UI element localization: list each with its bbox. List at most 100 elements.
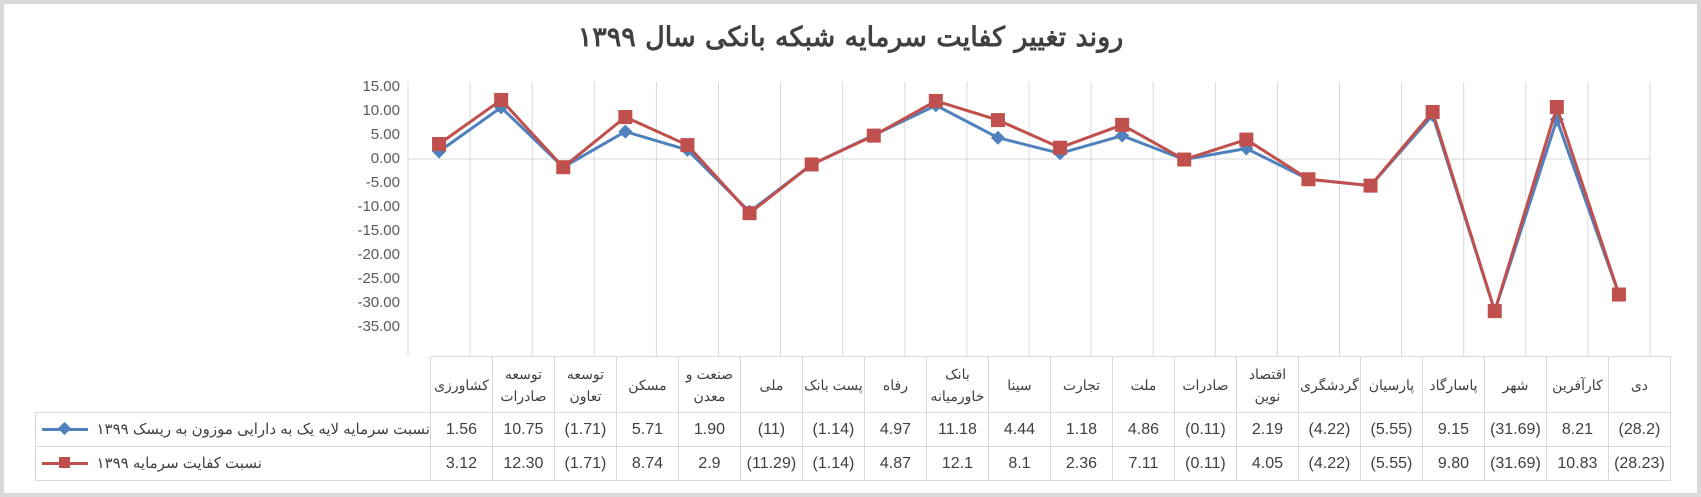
y-tick-label: 5.00 (370, 126, 400, 143)
table-cell: 12.1 (925, 446, 989, 481)
data-point-square (680, 138, 695, 153)
table-cell: (1.71) (553, 446, 617, 481)
table-cell: (1.14) (801, 446, 865, 481)
data-point-square (1487, 304, 1502, 319)
data-point-square (1301, 172, 1316, 187)
legend-label: نسبت سرمایه لایه یک به دارایی موزون به ر… (96, 421, 430, 439)
category-header: گردشگری (1297, 356, 1361, 413)
table-cell: (5.55) (1359, 412, 1423, 447)
data-point-square (990, 113, 1005, 128)
y-tick-label: -20.00 (357, 246, 400, 263)
category-header: اقتصاد نوین (1235, 356, 1299, 413)
table-row-car: نسبت کفایت سرمایه ۱۳۹۹ 3.12 12.30 (1.71) 8.… (35, 446, 1671, 481)
y-tick-label: 10.00 (362, 102, 400, 119)
table-cell: (28.2) (1607, 412, 1671, 447)
table-cell: (4.22) (1297, 446, 1361, 481)
category-label-line: دی (1630, 376, 1649, 393)
category-label-line: مسکن (628, 376, 667, 393)
series-line-1 (438, 103, 1621, 313)
category-label-line: پاسارگاد (1429, 376, 1478, 393)
table-cell: 3.12 (429, 446, 493, 481)
data-point-square (804, 157, 819, 172)
table-cell: 8.74 (615, 446, 679, 481)
table-corner (35, 356, 431, 413)
data-point-diamond (1115, 128, 1130, 143)
category-label-line: کشاورزی (434, 376, 489, 393)
y-tick-label: -10.00 (357, 198, 400, 215)
legend-item-tier1-ratio: نسبت سرمایه لایه یک به دارایی موزون به ر… (35, 412, 431, 447)
data-point-square (1363, 178, 1378, 193)
table-cell: (0.11) (1173, 446, 1237, 481)
category-header: پارسیان (1359, 356, 1423, 413)
y-tick-label: -15.00 (357, 222, 400, 239)
table-cell: (1.71) (553, 412, 617, 447)
category-header: توسعه تعاون (553, 356, 617, 413)
category-label-line: پست بانک (804, 376, 863, 393)
table-cell: 4.05 (1235, 446, 1299, 481)
table-cell: 4.87 (863, 446, 927, 481)
category-header: تجارت (1049, 356, 1113, 413)
table-cell: (1.14) (801, 412, 865, 447)
table-cell: 2.36 (1049, 446, 1113, 481)
data-point-square (742, 206, 757, 221)
category-label-line: پارسیان (1368, 376, 1415, 393)
data-point-square (1549, 100, 1564, 115)
category-label-line: رفاه (882, 376, 908, 393)
table-cell: 11.18 (925, 412, 989, 447)
table-cell: 4.97 (863, 412, 927, 447)
data-point-square (1053, 140, 1068, 155)
category-label-line: خاورمیانه (930, 387, 985, 404)
blue-diamond-line-icon (42, 422, 88, 436)
table-cell: (0.11) (1173, 412, 1237, 447)
category-label-line: گردشگری (1300, 376, 1359, 393)
data-table: کشاورزی توسعه صادرات توسعه تعاون مسکن صنعت و مع… (35, 356, 1671, 481)
category-header: صادرات (1173, 356, 1237, 413)
data-point-square (618, 110, 633, 125)
category-header: کشاورزی (429, 356, 493, 413)
category-label-line: ملت (1130, 376, 1157, 393)
data-point-diamond (618, 124, 633, 139)
data-point-square (1425, 104, 1440, 119)
table-cell: 4.44 (987, 412, 1051, 447)
data-point-square (1611, 287, 1626, 302)
data-point-square (432, 137, 447, 152)
category-label-line: اقتصاد (1248, 365, 1287, 382)
legend-label: نسبت کفایت سرمایه ۱۳۹۹ (96, 455, 262, 473)
category-label-line: تجارت (1062, 376, 1100, 393)
category-header: توسعه صادرات (491, 356, 555, 413)
category-label-line: صادرات (500, 387, 547, 404)
table-cell: 5.71 (615, 412, 679, 447)
table-cell: 1.56 (429, 412, 493, 447)
table-cell: 12.30 (491, 446, 555, 481)
category-header: ملت (1111, 356, 1175, 413)
category-label-line: توسعه (504, 365, 542, 382)
table-cell: 7.11 (1111, 446, 1175, 481)
table-cell: 10.75 (491, 412, 555, 447)
category-label-line: توسعه (566, 365, 604, 382)
category-label-line: صادرات (1182, 376, 1229, 393)
category-label-line: صنعت و (685, 365, 734, 382)
y-tick-label: -5.00 (365, 174, 400, 191)
data-point-square (494, 92, 509, 107)
chart-title: روند تغییر کفایت سرمایه شبکه بانکی سال ۱… (577, 22, 1124, 53)
y-tick-label: 0.00 (370, 150, 400, 167)
category-header: دی (1607, 356, 1671, 413)
table-cell: 1.90 (677, 412, 741, 447)
category-label-line: تعاون (569, 387, 602, 404)
category-header: مسکن (615, 356, 679, 413)
data-point-diamond (990, 130, 1005, 145)
data-point-square (1115, 117, 1130, 132)
category-header: بانک خاورمیانه (925, 356, 989, 413)
table-cell: 9.15 (1421, 412, 1485, 447)
red-square-line-icon (42, 456, 88, 470)
category-header: شهر (1483, 356, 1547, 413)
data-point-square (1239, 132, 1254, 147)
category-label-line: شهر (1502, 376, 1529, 393)
y-axis: 15.00 10.00 5.00 0.00 -5.00 -10.00 -15.00 -20.0… (300, 0, 400, 360)
series-line-2 (438, 98, 1621, 313)
table-cell: 2.19 (1235, 412, 1299, 447)
category-label-line: ملی (759, 376, 784, 393)
legend-item-capital-adequacy: نسبت کفایت سرمایه ۱۳۹۹ (35, 446, 431, 481)
table-row-tier1: نسبت سرمایه لایه یک به دارایی موزون به ر… (35, 412, 1671, 447)
table-cell: (5.55) (1359, 446, 1423, 481)
